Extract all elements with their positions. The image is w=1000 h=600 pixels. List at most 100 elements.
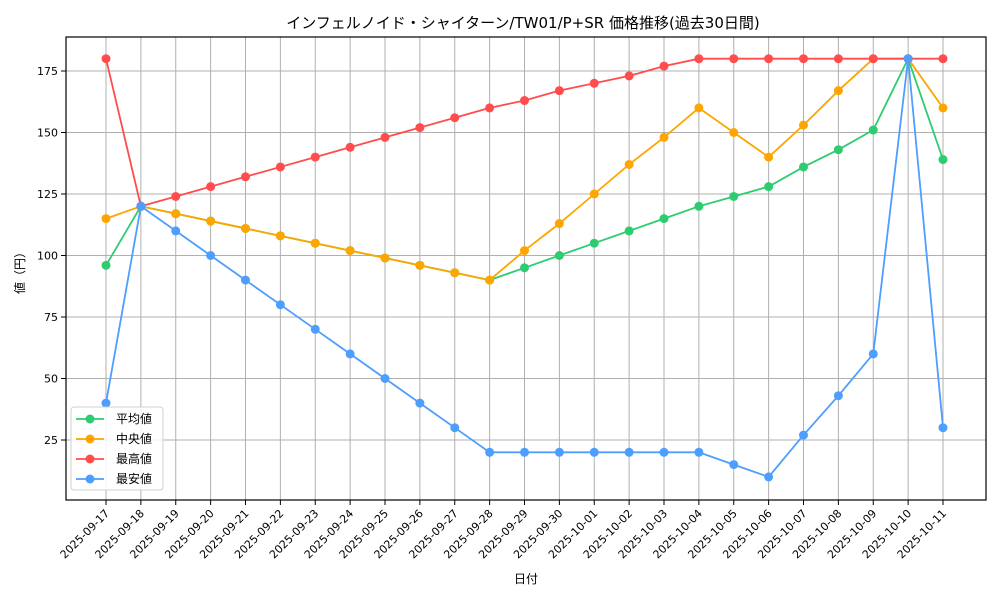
data-point-marker [206, 251, 216, 260]
data-point-marker [729, 460, 739, 470]
data-point-marker [345, 246, 355, 256]
data-point-marker [659, 132, 669, 142]
data-point-marker [554, 251, 564, 260]
data-point-marker [554, 86, 564, 96]
y-tick-label: 25 [44, 434, 58, 447]
data-point-marker [589, 189, 599, 199]
data-point-marker [694, 54, 704, 64]
chart-title: インフェルノイド・シャイターン/TW01/P+SR 価格推移(過去30日間) [286, 14, 760, 32]
legend-box [70, 406, 164, 491]
data-point-marker [520, 263, 529, 273]
data-point-marker [241, 223, 250, 233]
y-axis: 25 50 75 100 125 150 175 [37, 65, 66, 447]
series-最高値 [101, 54, 948, 211]
data-point-marker [206, 216, 216, 226]
data-point-marker [833, 391, 843, 401]
data-point-marker [485, 103, 495, 113]
data-point-marker [833, 54, 843, 64]
data-point-marker [694, 201, 704, 211]
data-point-marker [310, 324, 320, 334]
data-point-marker [799, 120, 808, 130]
y-tick-label: 125 [37, 188, 58, 201]
plot-frame [65, 36, 987, 501]
data-point-marker [868, 54, 878, 64]
data-point-marker [868, 349, 878, 359]
data-point-marker [415, 123, 425, 133]
data-point-marker [938, 155, 948, 165]
y-axis-label: 値（円） [12, 246, 27, 294]
x-axis: 2025-09-172025-09-182025-09-192025-09-20… [58, 500, 949, 561]
data-point-marker [729, 128, 739, 137]
data-point-marker [101, 54, 111, 64]
data-point-marker [520, 447, 529, 457]
data-point-marker [903, 54, 913, 64]
legend-label: 平均値 [116, 411, 152, 426]
legend-marker-icon [85, 454, 95, 464]
data-point-marker [345, 349, 355, 359]
data-point-marker [729, 54, 739, 64]
data-point-marker [694, 103, 704, 113]
data-point-marker [415, 260, 425, 270]
data-point-marker [624, 447, 634, 457]
data-point-marker [938, 54, 948, 64]
legend-label: 最安値 [116, 471, 152, 486]
data-point-marker [310, 238, 320, 248]
data-point-marker [275, 162, 285, 172]
data-point-marker [485, 275, 495, 285]
data-point-marker [659, 447, 669, 457]
data-point-marker [764, 472, 774, 482]
series-最安値 [101, 54, 948, 482]
legend-item: 最安値 [76, 471, 152, 486]
data-point-marker [659, 61, 669, 71]
data-point-marker [694, 447, 704, 457]
y-tick-label: 50 [44, 373, 58, 386]
legend-marker-icon [85, 474, 95, 484]
data-point-marker [415, 398, 425, 408]
data-point-marker [659, 214, 669, 224]
data-point-marker [101, 260, 111, 270]
data-point-marker [624, 71, 634, 81]
data-point-marker [764, 182, 774, 192]
data-point-marker [275, 300, 285, 310]
data-point-marker [624, 159, 634, 169]
data-point-marker [554, 447, 564, 457]
data-point-marker [380, 374, 390, 383]
data-point-marker [833, 86, 843, 96]
legend-item: 平均値 [76, 411, 152, 426]
data-point-marker [450, 268, 460, 278]
x-axis-label: 日付 [514, 572, 538, 586]
y-tick-label: 175 [37, 65, 58, 78]
data-point-marker [938, 103, 948, 113]
data-series [101, 54, 948, 482]
legend-marker-icon [85, 434, 95, 444]
data-point-marker [241, 275, 250, 285]
data-point-marker [136, 201, 146, 211]
data-point-marker [589, 447, 599, 457]
y-tick-label: 75 [44, 311, 58, 324]
y-tick-label: 150 [37, 127, 58, 140]
y-tick-label: 100 [37, 250, 58, 263]
data-point-marker [171, 209, 181, 219]
data-point-marker [275, 231, 285, 241]
legend-item: 中央値 [76, 431, 152, 446]
data-point-marker [101, 214, 111, 224]
legend-item: 最高値 [76, 451, 152, 466]
data-point-marker [938, 423, 948, 433]
data-point-marker [485, 447, 495, 457]
data-point-marker [171, 191, 181, 201]
data-point-marker [450, 423, 460, 433]
data-point-marker [799, 430, 808, 440]
legend-marker-icon [85, 414, 95, 424]
legend-label: 中央値 [116, 431, 152, 446]
data-point-marker [764, 152, 774, 162]
data-point-marker [589, 78, 599, 88]
data-point-marker [171, 226, 181, 236]
data-point-marker [380, 253, 390, 263]
data-point-marker [764, 54, 774, 64]
data-point-marker [729, 191, 739, 201]
legend-label: 最高値 [116, 451, 152, 466]
data-point-marker [520, 96, 529, 106]
